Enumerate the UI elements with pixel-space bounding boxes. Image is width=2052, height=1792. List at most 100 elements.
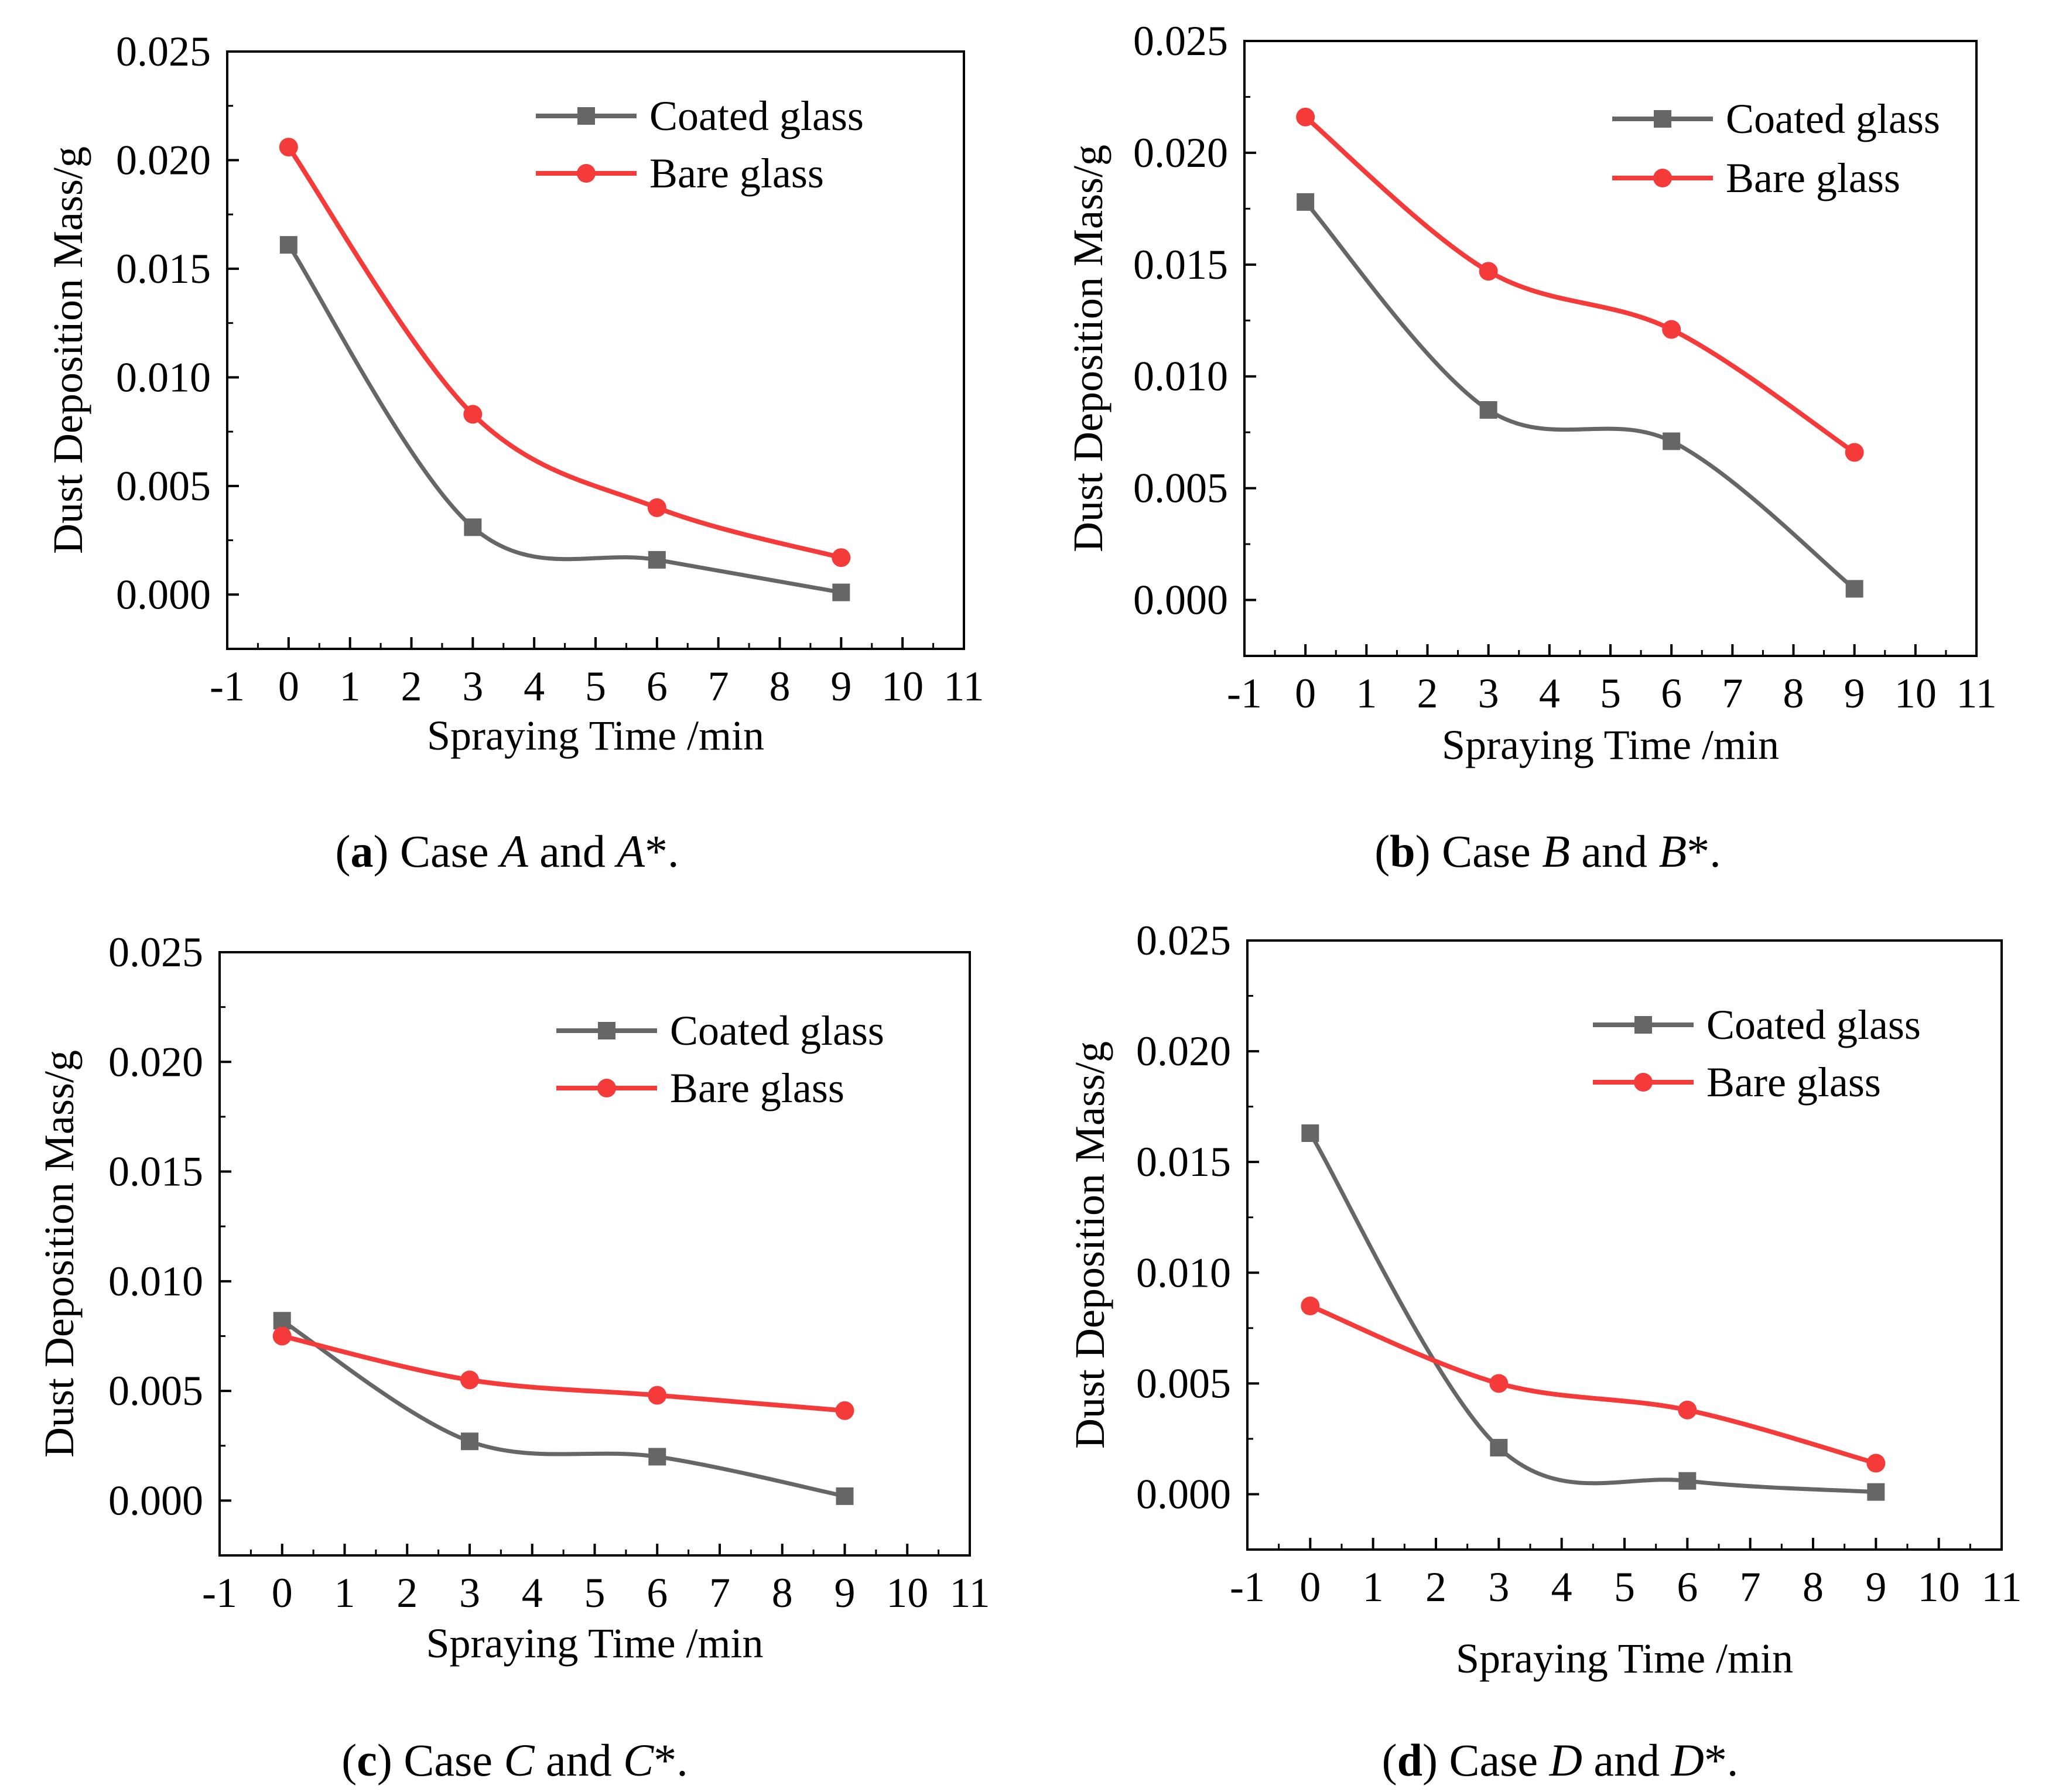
x-axis-title: Spraying Time /min	[1442, 721, 1779, 768]
legend-square-marker	[598, 1022, 615, 1039]
x-tick-label: 3	[1478, 670, 1499, 717]
x-tick-label: 10	[881, 663, 924, 710]
x-tick-label: 0	[1299, 1564, 1321, 1610]
bare-data-point	[647, 498, 666, 517]
y-tick-label: 0.005	[1133, 465, 1228, 512]
bare-data-point	[1301, 1297, 1320, 1315]
legend-circle-marker	[1634, 1073, 1653, 1092]
x-tick-label: 2	[1425, 1564, 1446, 1610]
bare-series-line	[281, 1333, 845, 1413]
legend-coated-label: Coated glass	[649, 93, 864, 139]
legend-bare-label: Bare glass	[1726, 155, 1900, 201]
x-tick-label: 0	[1295, 670, 1316, 717]
coated-data-point	[279, 236, 297, 254]
x-tick-label: 4	[1539, 670, 1560, 717]
y-tick-label: 0.000	[1133, 577, 1228, 624]
x-tick-label: 4	[1551, 1564, 1572, 1610]
y-tick-label: 0.020	[1136, 1028, 1231, 1075]
x-tick-label: 10	[886, 1569, 928, 1616]
x-tick-label: 11	[1981, 1564, 2022, 1610]
bare-data-point	[832, 548, 851, 567]
bare-data-point	[648, 1386, 667, 1405]
coated-data-point	[1867, 1483, 1885, 1501]
x-tick-label: 9	[830, 663, 851, 710]
bare-series-line	[1304, 115, 1856, 454]
x-tick-label: 9	[835, 1569, 856, 1616]
x-tick-label: 6	[1661, 670, 1682, 717]
coated-series-line	[281, 1319, 846, 1499]
y-tick-label: 0.000	[116, 571, 211, 618]
y-tick-label: 0.025	[1136, 917, 1231, 964]
y-tick-label: 0.010	[1136, 1249, 1231, 1296]
x-tick-label: 1	[1356, 670, 1377, 717]
panel-caption: (c) Case C and C*.	[341, 1735, 688, 1786]
y-axis-title: Dust Deposition Mass/g	[45, 146, 91, 554]
y-axis-title: Dust Deposition Mass/g	[1065, 145, 1112, 552]
bare-data-point	[1662, 320, 1681, 339]
x-axis-title: Spraying Time /min	[426, 1620, 763, 1667]
y-tick-label: 0.025	[1133, 18, 1228, 64]
y-tick-label: 0.005	[116, 463, 211, 509]
legend-bare-label: Bare glass	[649, 150, 824, 197]
x-tick-label: 2	[396, 1569, 418, 1616]
y-tick-label: 0.005	[108, 1367, 203, 1414]
bare-data-point	[279, 138, 298, 157]
y-tick-label: 0.005	[1136, 1360, 1231, 1407]
x-tick-label: 10	[1918, 1564, 1960, 1610]
panel-d: -1 0 1 2 3 4 5 6 7 8 9 10 11 0.000 0.005 0.010 0.015 0.02…	[1066, 917, 2022, 1786]
legend-coated-label: Coated glass	[670, 1007, 884, 1054]
bare-data-point	[272, 1326, 292, 1346]
coated-data-point	[1479, 401, 1497, 419]
y-tick-label: 0.020	[116, 136, 211, 183]
x-tick-label: 0	[272, 1569, 293, 1616]
coated-series-line	[286, 244, 842, 595]
x-tick-label: 11	[1956, 670, 1996, 717]
bare-series-line	[286, 145, 842, 560]
y-tick-label: 0.010	[116, 354, 211, 401]
x-tick-label: 11	[949, 1569, 990, 1616]
y-tick-label: 0.015	[116, 245, 211, 292]
x-tick-label: 11	[943, 663, 984, 710]
legend-circle-marker	[577, 164, 596, 183]
bare-data-point	[1296, 107, 1315, 126]
x-tick-label: 8	[772, 1569, 793, 1616]
x-tick-label: 10	[1894, 670, 1937, 717]
x-tick-label: 3	[459, 1569, 480, 1616]
coated-data-point	[273, 1312, 291, 1330]
x-tick-label: 1	[1363, 1564, 1384, 1610]
legend-square-marker	[1634, 1016, 1652, 1034]
y-tick-label: 0.015	[108, 1148, 203, 1195]
x-tick-label: 4	[524, 663, 545, 710]
x-tick-label: 7	[1740, 1564, 1761, 1610]
coated-data-point	[461, 1432, 478, 1451]
coated-data-point	[1678, 1472, 1697, 1490]
x-tick-label: 8	[1803, 1564, 1824, 1610]
coated-series-line	[1304, 200, 1856, 591]
bare-data-point	[1845, 443, 1864, 462]
coated-data-point	[1490, 1439, 1508, 1457]
x-tick-label: 5	[585, 663, 606, 710]
y-tick-label: 0.025	[108, 929, 203, 976]
panel-caption: (b) Case B and B*.	[1374, 826, 1721, 877]
coated-data-point	[464, 518, 482, 536]
legend-square-marker	[577, 107, 595, 125]
x-tick-label: 9	[1844, 670, 1865, 717]
x-tick-label: -1	[1230, 1564, 1265, 1610]
y-tick-label: 0.025	[116, 28, 211, 75]
x-tick-label: 8	[770, 663, 791, 710]
y-tick-label: 0.010	[1133, 353, 1228, 400]
x-axis-title: Spraying Time /min	[427, 712, 764, 759]
bare-data-point	[1489, 1374, 1509, 1393]
x-tick-label: 5	[584, 1569, 606, 1616]
coated-data-point	[648, 1448, 666, 1466]
x-tick-label: 5	[1600, 670, 1621, 717]
x-tick-label: 7	[709, 1569, 730, 1616]
x-tick-label: -1	[202, 1569, 237, 1616]
y-tick-label: 0.000	[1136, 1470, 1231, 1517]
panel-caption: (a) Case A and A*.	[335, 826, 679, 877]
coated-data-point	[1663, 432, 1681, 450]
legend-coated-label: Coated glass	[1706, 1001, 1921, 1048]
coated-data-point	[1301, 1124, 1319, 1143]
y-tick-label: 0.020	[108, 1038, 203, 1085]
